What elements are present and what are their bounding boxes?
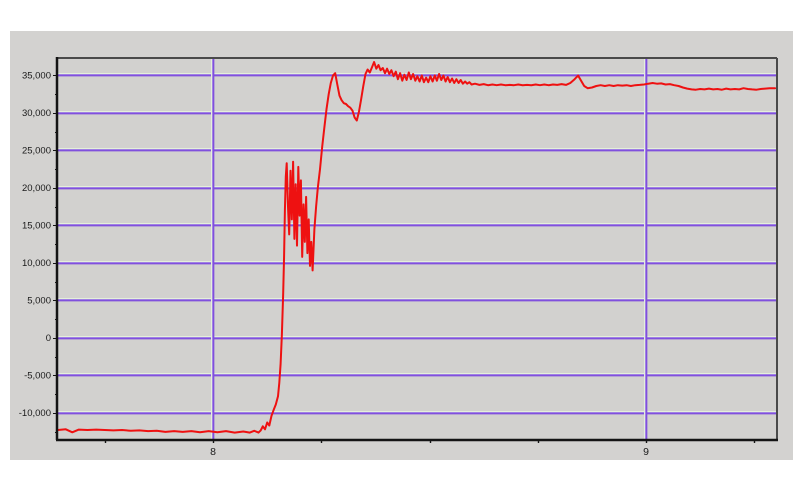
x-tick-label: 8 <box>210 446 216 458</box>
y-tick-label: 0 <box>46 333 51 344</box>
y-tick-label: -10,000 <box>19 408 51 419</box>
plot-background <box>58 59 776 439</box>
y-tick-label: 30,000 <box>22 108 51 119</box>
y-tick-label: 5,000 <box>27 295 51 306</box>
y-tick-label: -5,000 <box>24 370 51 381</box>
y-tick-label: 10,000 <box>22 258 51 269</box>
x-tick-label: 9 <box>643 446 649 458</box>
chart-panel: -10,000 -5,000 0 5,000 10,000 15,000 20,000 25,… <box>10 31 793 460</box>
series-line-signal <box>57 61 777 434</box>
y-tick-label: 15,000 <box>22 220 51 231</box>
line-chart-canvas: -10,000 -5,000 0 5,000 10,000 15,000 20,000 25,… <box>19 57 778 458</box>
y-tick-label: 20,000 <box>22 183 51 194</box>
y-tick-label: 25,000 <box>22 145 51 156</box>
y-tick-label: 35,000 <box>22 70 51 81</box>
